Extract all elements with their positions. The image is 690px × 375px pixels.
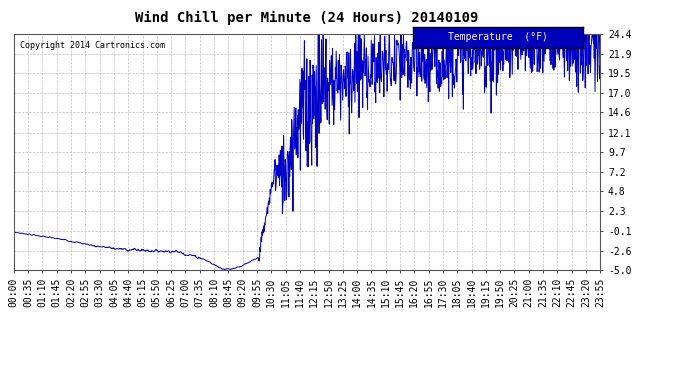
Text: Copyright 2014 Cartronics.com: Copyright 2014 Cartronics.com <box>19 41 165 50</box>
Title: Wind Chill per Minute (24 Hours) 20140109: Wind Chill per Minute (24 Hours) 2014010… <box>135 11 479 26</box>
